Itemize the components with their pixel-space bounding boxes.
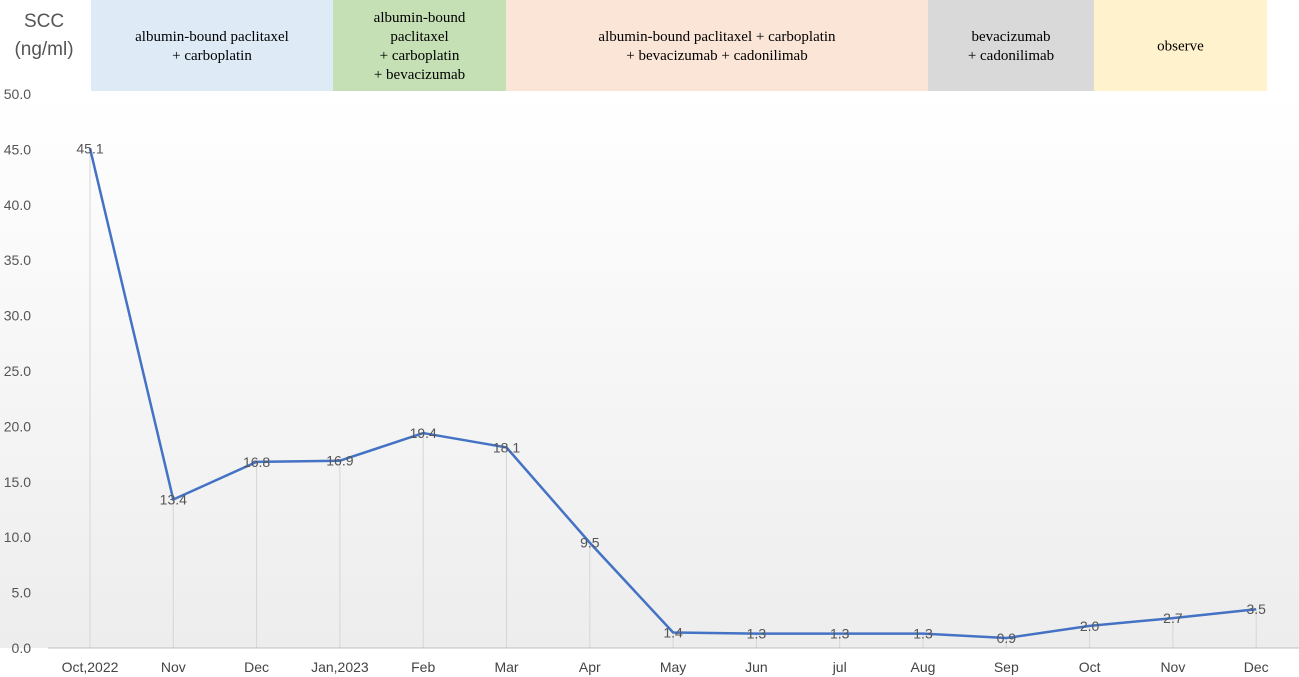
phase-band-4: bevacizumab + cadonilimab (928, 0, 1094, 91)
phase-band-fill (928, 0, 1094, 91)
phase-band-2: albumin-bound paclitaxel + carboplatin + be… (333, 0, 506, 91)
phase-label-line: + cadonilimab (968, 48, 1054, 64)
x-tick-label: Nov (161, 659, 186, 675)
phase-label-line: + carboplatin (172, 48, 252, 64)
data-label: 2.0 (1080, 618, 1100, 634)
y-tick-label: 30.0 (4, 308, 31, 324)
data-label: 1.4 (663, 624, 683, 640)
data-label: 19.4 (410, 425, 437, 441)
x-tick-label: Mar (494, 659, 518, 675)
x-tick-label: Nov (1160, 659, 1185, 675)
y-axis-title-line-2: (ng/ml) (14, 39, 73, 60)
phase-band-3: albumin-bound paclitaxel + carboplatin + … (506, 0, 928, 91)
phase-label-line: paclitaxel (390, 29, 448, 45)
x-tick-label: Oct (1079, 659, 1101, 675)
plot-background (0, 92, 1299, 648)
data-label: 13.4 (160, 492, 187, 508)
phase-band-1: albumin-bound paclitaxel + carboplatin (91, 0, 333, 91)
x-tick-label: May (660, 659, 686, 675)
phase-label-line: albumin-bound paclitaxel + carboplatin (598, 29, 836, 45)
x-tick-label: Dec (1244, 659, 1269, 675)
y-tick-label: 45.0 (4, 141, 31, 157)
phase-band-fill (91, 0, 333, 91)
data-labels: 45.1 13.4 16.8 16.9 19.4 18.1 9.5 1.4 1.3 1.3 1.3 0… (76, 140, 1266, 646)
x-tick-label: Dec (244, 659, 269, 675)
x-tick-label: Sep (994, 659, 1019, 675)
y-tick-label: 50.0 (4, 86, 31, 102)
drop-lines (89, 148, 1257, 648)
data-label: 9.5 (580, 535, 600, 551)
data-label: 2.7 (1163, 610, 1183, 626)
phase-label-line: + bevacizumab + cadonilimab (626, 48, 807, 64)
phase-label-line: bevacizumab (971, 29, 1050, 45)
y-tick-label: 25.0 (4, 363, 31, 379)
y-tick-label: 20.0 (4, 418, 31, 434)
phase-band-fill (1094, 0, 1267, 91)
data-label: 1.3 (913, 626, 933, 642)
treatment-phase-bands: albumin-bound paclitaxel+ carboplatinalb… (91, 0, 1267, 91)
data-label: 18.1 (493, 439, 520, 455)
y-tick-label: 10.0 (4, 529, 31, 545)
phase-label-line: + bevacizumab (374, 67, 465, 83)
x-axis-ticks: Oct,2022 Nov Dec Jan,2023 Feb Mar Apr May Jun jul… (62, 659, 1269, 675)
y-tick-label: 40.0 (4, 197, 31, 213)
data-label: 1.3 (830, 626, 850, 642)
x-tick-label: Aug (911, 659, 936, 675)
phase-band-fill (333, 0, 506, 91)
x-tick-label: Jan,2023 (311, 659, 369, 675)
phase-label-line: + carboplatin (380, 48, 460, 64)
phase-label-line: observe (1157, 39, 1204, 55)
phase-band-5: observe (1094, 0, 1267, 91)
y-tick-label: 5.0 (12, 585, 32, 601)
phase-band-fill (506, 0, 928, 91)
data-label: 45.1 (76, 140, 103, 156)
data-label: 3.5 (1246, 601, 1266, 617)
x-tick-label: Oct,2022 (62, 659, 119, 675)
y-tick-label: 15.0 (4, 474, 31, 490)
x-tick-label: Jun (745, 659, 768, 675)
phase-label-line: albumin-bound paclitaxel (135, 29, 289, 45)
x-tick-label: jul (832, 659, 847, 675)
data-label: 1.3 (747, 626, 767, 642)
y-tick-label: 0.0 (12, 640, 32, 656)
phase-label-line: albumin-bound (374, 10, 466, 26)
y-axis-title-line-1: SCC (24, 11, 64, 32)
data-label: 0.9 (997, 630, 1017, 646)
x-tick-label: Feb (411, 659, 435, 675)
y-tick-label: 35.0 (4, 252, 31, 268)
data-label: 16.8 (243, 454, 270, 470)
scc-series-line (88, 148, 1257, 640)
y-axis-ticks: 0.0 5.0 10.0 15.0 20.0 25.0 30.0 35.0 40.0 45.0 50… (4, 86, 31, 656)
x-tick-label: Apr (579, 659, 601, 675)
data-label: 16.9 (326, 453, 353, 469)
